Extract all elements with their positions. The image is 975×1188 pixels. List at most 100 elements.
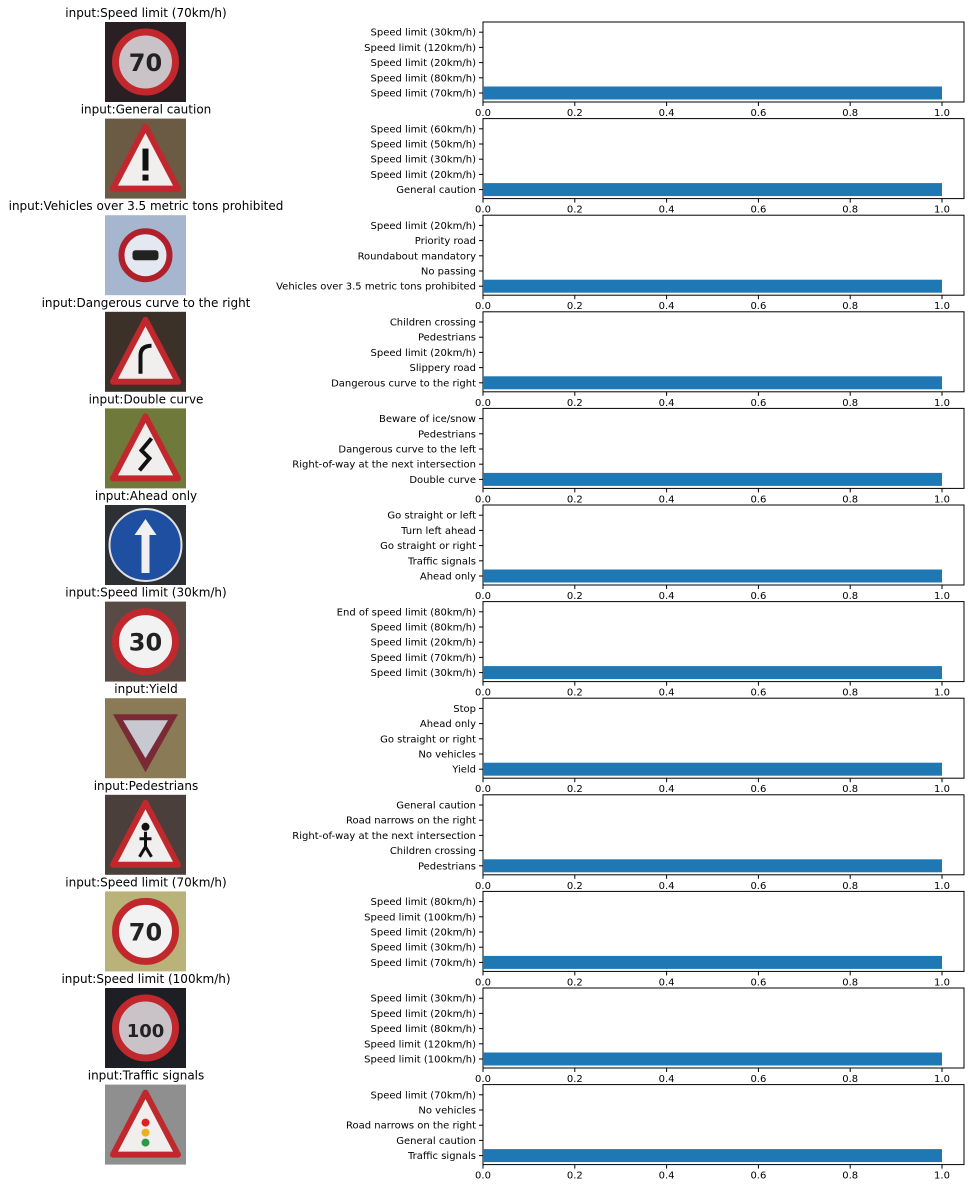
category-label: Road narrows on the right <box>346 816 476 827</box>
x-tick-label: 0.4 <box>659 977 675 988</box>
panel-title: input:Double curve <box>89 392 204 406</box>
x-tick-label: 0.0 <box>475 301 491 312</box>
x-tick-label: 0.2 <box>567 881 583 892</box>
bar <box>483 472 942 486</box>
x-tick-label: 0.0 <box>475 494 491 505</box>
category-label: End of speed limit (80km/h) <box>337 607 476 618</box>
x-tick-label: 0.0 <box>475 977 491 988</box>
category-label: Ahead only <box>420 572 476 583</box>
warning-triangle-icon <box>110 316 181 385</box>
x-tick-label: 0.8 <box>842 108 858 119</box>
x-tick-label: 0.4 <box>659 784 675 795</box>
category-label: Yield <box>451 765 476 776</box>
panel-1: input:Speed limit (70km/h) 70 Speed limit … <box>65 6 965 119</box>
category-label: Speed limit (120km/h) <box>364 43 476 54</box>
panel-title: input:Pedestrians <box>94 779 199 793</box>
x-tick-label: 0.0 <box>475 1171 491 1182</box>
x-tick-label: 0.0 <box>475 108 491 119</box>
category-label: Speed limit (60km/h) <box>371 124 477 135</box>
x-tick-label: 0.2 <box>567 205 583 216</box>
x-tick-label: 0.8 <box>842 977 858 988</box>
x-tick-label: 0.6 <box>750 108 766 119</box>
panel-8: input:Yield Yield No vehicles Go straight o… <box>105 682 965 795</box>
panel-title: input:Yield <box>114 682 177 696</box>
panel-title: input:Dangerous curve to the right <box>42 296 251 310</box>
panel-9: input:Pedestrians Pedestrians Children cro… <box>94 779 965 892</box>
x-tick-label: 0.6 <box>750 977 766 988</box>
x-tick-label: 0.6 <box>750 591 766 602</box>
category-label: Right-of-way at the next intersection <box>292 460 476 471</box>
category-label: Speed limit (70km/h) <box>371 653 477 664</box>
x-tick-label: 0.8 <box>842 205 858 216</box>
x-tick-label: 0.0 <box>475 398 491 409</box>
speed-limit-number-glyph: 30 <box>129 629 162 657</box>
category-label: Speed limit (70km/h) <box>371 1090 477 1101</box>
x-tick-label: 0.2 <box>567 688 583 699</box>
bar <box>483 183 942 197</box>
x-tick-label: 0.8 <box>842 1171 858 1182</box>
category-label: Speed limit (30km/h) <box>371 28 477 39</box>
category-label: Priority road <box>415 236 476 247</box>
category-label: Speed limit (20km/h) <box>371 638 477 649</box>
x-tick-label: 0.2 <box>567 591 583 602</box>
x-tick-label: 1.0 <box>934 301 950 312</box>
x-tick-label: 0.2 <box>567 1171 583 1182</box>
bar <box>483 569 942 583</box>
x-tick-label: 0.8 <box>842 398 858 409</box>
bar <box>483 762 942 776</box>
category-label: Pedestrians <box>418 861 476 872</box>
panel-title: input:Vehicles over 3.5 metric tons proh… <box>9 199 284 213</box>
category-label: Pedestrians <box>418 429 476 440</box>
category-label: Speed limit (30km/h) <box>371 943 477 954</box>
bar <box>483 1149 942 1163</box>
yield-inner-icon <box>123 720 168 759</box>
x-tick-label: 0.6 <box>750 784 766 795</box>
x-tick-label: 0.4 <box>659 688 675 699</box>
x-tick-label: 0.2 <box>567 1074 583 1085</box>
x-tick-label: 1.0 <box>934 977 950 988</box>
x-tick-label: 0.4 <box>659 205 675 216</box>
exclamation-icon <box>142 148 149 171</box>
x-tick-label: 0.6 <box>750 398 766 409</box>
panel-4: input:Dangerous curve to the right Danger… <box>42 296 965 409</box>
category-label: Dangerous curve to the left <box>338 445 476 456</box>
category-label: Dangerous curve to the right <box>331 378 476 389</box>
category-label: Speed limit (80km/h) <box>371 1024 477 1035</box>
x-tick-label: 0.4 <box>659 108 675 119</box>
panel-11: input:Speed limit (100km/h) 100 Speed limi… <box>61 972 965 1085</box>
x-tick-label: 0.0 <box>475 591 491 602</box>
speed-limit-sign-icon <box>112 994 179 1062</box>
category-label: Speed limit (80km/h) <box>371 73 477 84</box>
x-tick-label: 0.0 <box>475 1074 491 1085</box>
panel-2: input:General caution General caution Spee… <box>81 103 965 216</box>
bar <box>483 279 942 293</box>
category-label: Speed limit (70km/h) <box>371 89 477 100</box>
category-label: Children crossing <box>390 318 476 329</box>
bar <box>483 955 942 969</box>
category-label: Speed limit (70km/h) <box>371 958 477 969</box>
x-tick-label: 0.4 <box>659 494 675 505</box>
category-label: Ahead only <box>420 719 476 730</box>
speed-limit-sign-icon <box>112 28 179 96</box>
x-tick-label: 0.8 <box>842 784 858 795</box>
category-label: Traffic signals <box>407 1151 476 1162</box>
curve-arrow-icon <box>138 343 152 374</box>
x-tick-label: 0.2 <box>567 398 583 409</box>
category-label: Slippery road <box>410 363 476 374</box>
panel-7: input:Speed limit (30km/h) 30 Speed limit … <box>65 586 965 699</box>
x-tick-label: 1.0 <box>934 688 950 699</box>
category-label: Speed limit (20km/h) <box>371 58 477 69</box>
arrow-up-icon <box>134 519 157 573</box>
x-tick-label: 0.8 <box>842 591 858 602</box>
category-label: General caution <box>396 185 476 196</box>
category-label: Go straight or right <box>380 541 476 552</box>
panel-title: input:Ahead only <box>95 489 197 503</box>
exclamation-dot-icon <box>142 174 149 181</box>
x-tick-label: 1.0 <box>934 494 950 505</box>
speed-limit-number-glyph: 70 <box>129 918 162 946</box>
x-tick-label: 0.0 <box>475 784 491 795</box>
x-tick-label: 0.4 <box>659 881 675 892</box>
category-label: Roundabout mandatory <box>358 251 477 262</box>
x-tick-label: 0.6 <box>750 1171 766 1182</box>
category-label: Speed limit (30km/h) <box>371 668 477 679</box>
